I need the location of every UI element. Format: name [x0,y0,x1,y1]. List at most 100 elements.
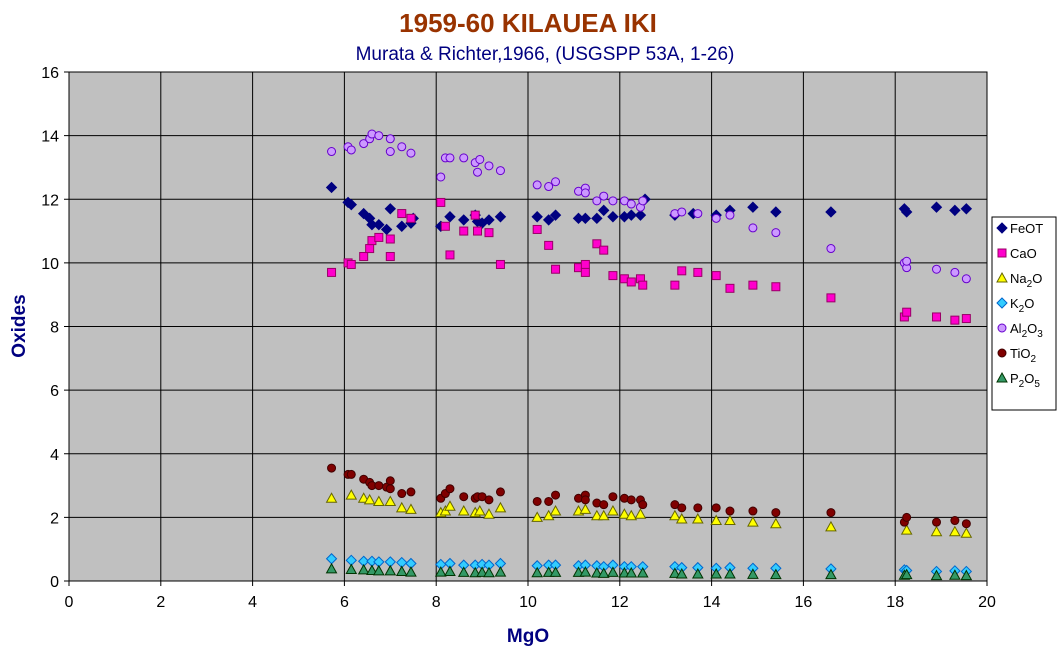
y-tick-label: 2 [50,510,59,527]
cao-point [580,267,590,277]
legend: FeOT CaO Na2O K2O Al2O3 TiO2 P2O5 [991,216,1057,411]
tio2-point [385,484,395,494]
al2o3-point [374,131,384,141]
cao-point [608,271,618,281]
na2o-point [597,509,610,521]
p2o5-point [825,568,837,580]
al2o3-point [677,207,687,217]
tio2-point [406,487,416,497]
cao-point [544,240,554,250]
y-tick-label: 0 [50,574,59,591]
feot-point [396,220,408,232]
na2o-point [325,492,338,503]
legend-marker-cao [997,248,1007,258]
tio2-point [484,495,494,505]
tio2-point [532,496,542,506]
chart-subtitle: Murata & Richter,1966, (USGSPP 53A, 1-26… [356,44,735,65]
na2o-point [691,512,704,524]
feot-point [380,223,393,236]
na2o-point [747,516,759,527]
p2o5-point [625,567,638,578]
series-na2o [325,489,973,538]
al2o3-point [626,199,636,209]
na2o-point [724,514,736,526]
na2o-point [949,525,961,537]
tio2-point [902,512,912,522]
al2o3-point [592,196,602,206]
na2o-point [384,495,397,506]
series-layer [325,129,973,581]
cao-point [902,307,912,317]
p2o5-point [597,567,610,578]
p2o5-point [930,569,943,581]
cao-point [599,245,609,255]
cao-point [677,266,687,276]
na2o-point [825,520,837,532]
tio2-point [725,506,735,516]
cao-point [495,259,505,269]
feot-point [930,201,943,213]
feot-point [591,212,603,225]
cao-point [397,209,407,219]
cao-point [327,267,337,277]
al2o3-point [327,147,337,157]
p2o5-point [675,567,688,579]
al2o3-point [397,142,407,152]
na2o-point [345,489,358,500]
y-tick-label: 10 [41,256,59,273]
legend-label-cao: CaO [1010,246,1037,261]
legend-label-tio2: TiO2 [1010,346,1036,365]
al2o3-point [484,161,494,171]
legend-item-feot: FeOT [996,221,1043,236]
na2o-point [634,508,647,519]
feot-point [607,211,619,223]
p2o5-point [457,566,470,577]
series-tio2 [327,463,971,529]
na2o-point [457,504,470,516]
series-al2o3 [327,129,971,284]
na2o-point [900,524,913,535]
al2o3-point [436,172,446,182]
al2o3-point [961,274,971,284]
p2o5-point [900,568,913,580]
cao-point [961,314,971,324]
tio2-point [961,519,971,529]
cao-point [826,293,836,303]
legend-marker-p2o5 [996,371,1008,383]
cao-point [950,315,960,325]
al2o3-point [950,267,960,277]
p2o5-point [531,566,544,578]
cao-point [580,259,590,269]
feot-point [494,211,507,223]
al2o3-point [932,264,942,274]
p2o5-point [669,567,681,578]
tio2-point [950,516,960,526]
feot-point [949,204,961,217]
y-tick-labels: 0 2 4 6 8 10 12 14 16 [41,65,59,591]
legend-item-p2o5: P2O5 [996,371,1040,390]
al2o3-point [459,153,469,163]
tio2-point [580,495,590,505]
p2o5-point [549,566,562,577]
legend-marker-tio2 [997,348,1007,358]
p2o5-point [618,567,631,578]
cao-point [484,228,494,238]
tio2-point [385,476,395,486]
x-tick-label: 18 [886,594,904,611]
al2o3-point [599,191,609,201]
tio2-point [638,500,648,510]
cao-point [359,252,369,262]
x-tick-labels: 0 2 4 6 8 10 12 14 16 18 20 [65,594,996,611]
p2o5-point [434,566,447,577]
p2o5-point [345,563,358,575]
al2o3-point [638,196,648,206]
legend-label-al2o3: Al2O3 [1010,321,1043,340]
al2o3-point [748,223,758,233]
al2o3-point [608,196,618,206]
na2o-point [444,500,456,511]
feot-point [960,203,973,215]
tio2-point [693,503,703,513]
tio2-point [626,495,636,505]
p2o5-point [636,567,649,578]
